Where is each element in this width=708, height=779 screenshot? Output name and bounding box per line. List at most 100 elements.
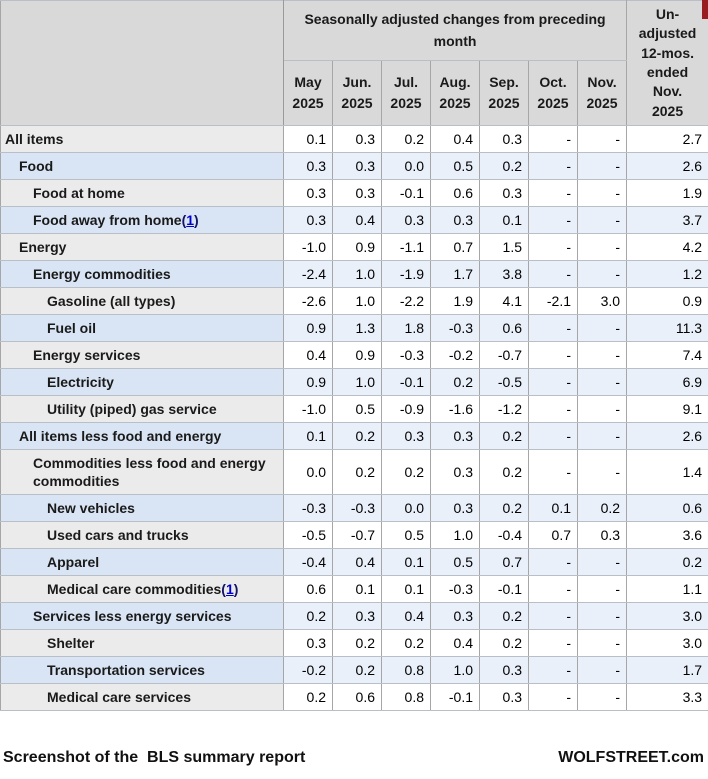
month-header-nov-2025: Nov. 2025 <box>576 60 628 126</box>
value-cell: -0.3 <box>430 314 480 342</box>
value-cell: 0.2 <box>479 449 529 495</box>
table-row: Medical care commodities(1) 0.6 0.1 0.1 -0.3… <box>0 575 708 603</box>
row-label: Used cars and trucks <box>0 521 284 549</box>
value-cell: 3.8 <box>479 260 529 288</box>
footnote-paren: ( <box>181 211 187 228</box>
value-cell: -0.7 <box>479 341 529 369</box>
value-cell: 1.9 <box>430 287 480 315</box>
value-cell: - <box>576 152 628 180</box>
value-cell: - <box>528 368 578 396</box>
value-cell: 3.0 <box>626 602 708 630</box>
value-cell: - <box>576 422 628 450</box>
table-row: Gasoline (all types) -2.6 1.0 -2.2 1.9 4.1 -2.… <box>0 287 708 315</box>
row-label: Energy commodities <box>0 260 284 288</box>
value-cell: - <box>528 602 578 630</box>
value-cell: 0.6 <box>283 575 333 603</box>
table-row: All items less food and energy 0.1 0.2 0.3 0… <box>0 422 708 450</box>
value-cell: 0.2 <box>430 368 480 396</box>
footnote-link[interactable]: 1 <box>186 211 195 228</box>
row-label-text: Apparel <box>47 553 100 570</box>
row-label: Gasoline (all types) <box>0 287 284 315</box>
value-cell: 0.7 <box>430 233 480 261</box>
value-cell: 0.4 <box>332 206 382 234</box>
value-cell: 0.2 <box>479 494 529 522</box>
value-cell: - <box>576 449 628 495</box>
footnote-paren: ) <box>194 211 199 228</box>
row-label-text: Gasoline (all types) <box>47 292 176 309</box>
value-cell: 0.2 <box>626 548 708 576</box>
value-cell: -1.6 <box>430 395 480 423</box>
row-label-text: Electricity <box>47 373 114 390</box>
value-cell: - <box>528 422 578 450</box>
value-cell: -1.1 <box>381 233 431 261</box>
value-cell: 0.2 <box>332 629 382 657</box>
row-label-text: Medical care services <box>47 688 191 705</box>
row-label: Medical care services <box>0 683 284 711</box>
value-cell: 0.3 <box>332 602 382 630</box>
row-label-text: Energy <box>19 238 67 255</box>
value-cell: - <box>528 341 578 369</box>
scrollbar-thumb[interactable] <box>702 0 708 19</box>
value-cell: 0.8 <box>381 683 431 711</box>
seasonally-adjusted-group-header: Seasonally adjusted changes from precedi… <box>282 0 628 61</box>
table-row: Food 0.3 0.3 0.0 0.5 0.2- -2.6 <box>0 152 708 180</box>
value-cell: 0.6 <box>430 179 480 207</box>
footnote-link[interactable]: 1 <box>225 580 234 597</box>
value-cell: -0.2 <box>283 656 333 684</box>
value-cell: -0.5 <box>283 521 333 549</box>
value-cell: - <box>528 260 578 288</box>
site-credit: WOLFSTREET.com <box>558 749 704 766</box>
value-cell: 0.9 <box>332 233 382 261</box>
value-cell: - <box>576 314 628 342</box>
cpi-summary-table: Seasonally adjusted changes from precedi… <box>0 0 708 711</box>
value-cell: 0.8 <box>381 656 431 684</box>
value-cell: 0.2 <box>381 449 431 495</box>
value-cell: - <box>576 368 628 396</box>
value-cell: -1.0 <box>283 395 333 423</box>
row-label-text: Food away from home <box>33 211 182 228</box>
footnote-paren: ) <box>233 580 239 597</box>
value-cell: 0.3 <box>332 179 382 207</box>
value-cell: 0.3 <box>332 125 382 153</box>
value-cell: 0.5 <box>430 152 480 180</box>
table-row: Food at home 0.3 0.3 -0.1 0.6 0.3- -1.9 <box>0 179 708 207</box>
value-cell: 0.5 <box>332 395 382 423</box>
row-label-text: Food <box>19 157 54 174</box>
value-cell: 2.6 <box>626 422 708 450</box>
table-row: New vehicles -0.3 -0.3 0.0 0.3 0.2 0.1 0.2 0.6 <box>0 494 708 522</box>
value-cell: 0.1 <box>528 494 578 522</box>
value-cell: 3.3 <box>626 683 708 711</box>
value-cell: 0.1 <box>283 125 333 153</box>
value-cell: 0.4 <box>381 602 431 630</box>
row-label: Medical care commodities(1) <box>0 575 284 603</box>
corner-header-cell <box>0 0 284 126</box>
value-cell: -0.1 <box>430 683 480 711</box>
value-cell: - <box>576 683 628 711</box>
value-cell: 0.4 <box>283 341 333 369</box>
value-cell: -0.4 <box>283 548 333 576</box>
value-cell: 0.1 <box>381 548 431 576</box>
value-cell: - <box>528 179 578 207</box>
value-cell: - <box>528 206 578 234</box>
value-cell: - <box>528 548 578 576</box>
value-cell: -2.1 <box>528 287 578 315</box>
value-cell: 0.4 <box>332 548 382 576</box>
row-label: All items less food and energy <box>0 422 284 450</box>
row-label: Apparel <box>0 548 284 576</box>
value-cell: 0.9 <box>283 368 333 396</box>
value-cell: 0.1 <box>283 422 333 450</box>
value-cell: -0.3 <box>381 341 431 369</box>
value-cell: 3.7 <box>626 206 708 234</box>
row-label: New vehicles <box>0 494 284 522</box>
value-cell: 0.2 <box>283 602 333 630</box>
row-label-text: Energy commodities <box>33 265 171 282</box>
value-cell: 0.2 <box>332 422 382 450</box>
value-cell: 4.2 <box>626 233 708 261</box>
value-cell: 0.3 <box>430 422 480 450</box>
row-label-text: Shelter <box>47 634 95 651</box>
value-cell: 0.0 <box>381 494 431 522</box>
value-cell: 0.9 <box>626 287 708 315</box>
value-cell: 11.3 <box>626 314 708 342</box>
value-cell: 0.0 <box>283 449 333 495</box>
value-cell: 0.4 <box>430 125 480 153</box>
